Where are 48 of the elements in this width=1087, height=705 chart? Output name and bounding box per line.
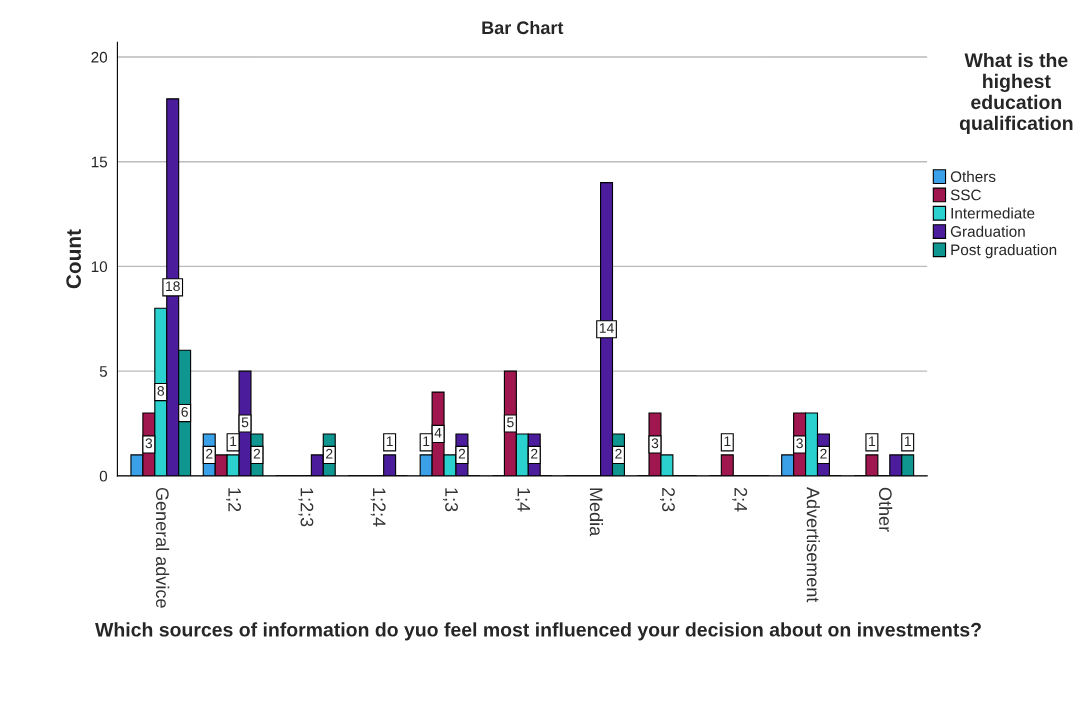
data-label: 1 [724, 436, 731, 446]
data-label: 3 [651, 438, 659, 449]
data-label: 6 [181, 406, 188, 417]
y-tick-label: 5 [99, 366, 108, 377]
data-label: 14 [599, 323, 614, 333]
data-label: 8 [157, 385, 165, 396]
x-tick-label: 1;3 [443, 488, 458, 512]
data-label: 2 [326, 448, 333, 459]
data-label: 2 [615, 448, 622, 459]
x-tick-label: 1;2;3 [298, 488, 314, 527]
data-label: 5 [241, 417, 249, 428]
data-label: 1 [904, 436, 911, 446]
x-tick-label: 2;4 [732, 487, 748, 512]
x-tick-label: 1;4 [515, 488, 531, 512]
data-label: 3 [796, 438, 803, 449]
data-label: 5 [507, 417, 514, 428]
x-tick-label: 2;3 [659, 487, 675, 512]
data-label: 2 [253, 448, 261, 459]
y-tick-label: 20 [91, 51, 108, 63]
data-label: 2 [820, 448, 827, 459]
y-tick-label: 0 [99, 470, 108, 482]
legend-label: Graduation [950, 225, 1025, 237]
x-tick-label: Media [589, 488, 604, 537]
x-axis-title: Which sources of information do yuo feel most influenced your decision about on investments? [95, 622, 981, 641]
x-tick-label: General advice [155, 487, 170, 608]
x-tick-label: Advertisement [806, 487, 820, 603]
data-label: 1 [869, 436, 876, 446]
legend-label: Post graduation [951, 243, 1057, 259]
x-tick-label: 1;2 [226, 488, 242, 512]
legend-label: Intermediate [951, 207, 1035, 219]
data-label: 1 [230, 436, 237, 446]
data-label: 1 [423, 436, 430, 446]
chart-title: Bar Chart [482, 20, 564, 35]
legend-title: What is the highest education qualification [959, 52, 1073, 134]
data-label: 1 [386, 436, 393, 446]
y-tick-label: 15 [91, 156, 108, 168]
y-tick-label: 10 [91, 261, 108, 273]
data-label: 18 [166, 281, 180, 292]
x-tick-label: 1;2;4 [370, 488, 386, 527]
data-label: 3 [145, 438, 153, 449]
legend-label: Others [950, 170, 996, 183]
data-label: 4 [434, 428, 442, 438]
legend-label: SSC [950, 189, 981, 201]
x-tick-label: Other [878, 487, 893, 532]
data-label: 2 [458, 448, 466, 459]
y-axis-title: Count [66, 229, 82, 289]
data-label: 2 [531, 448, 538, 459]
data-label: 2 [206, 448, 213, 459]
